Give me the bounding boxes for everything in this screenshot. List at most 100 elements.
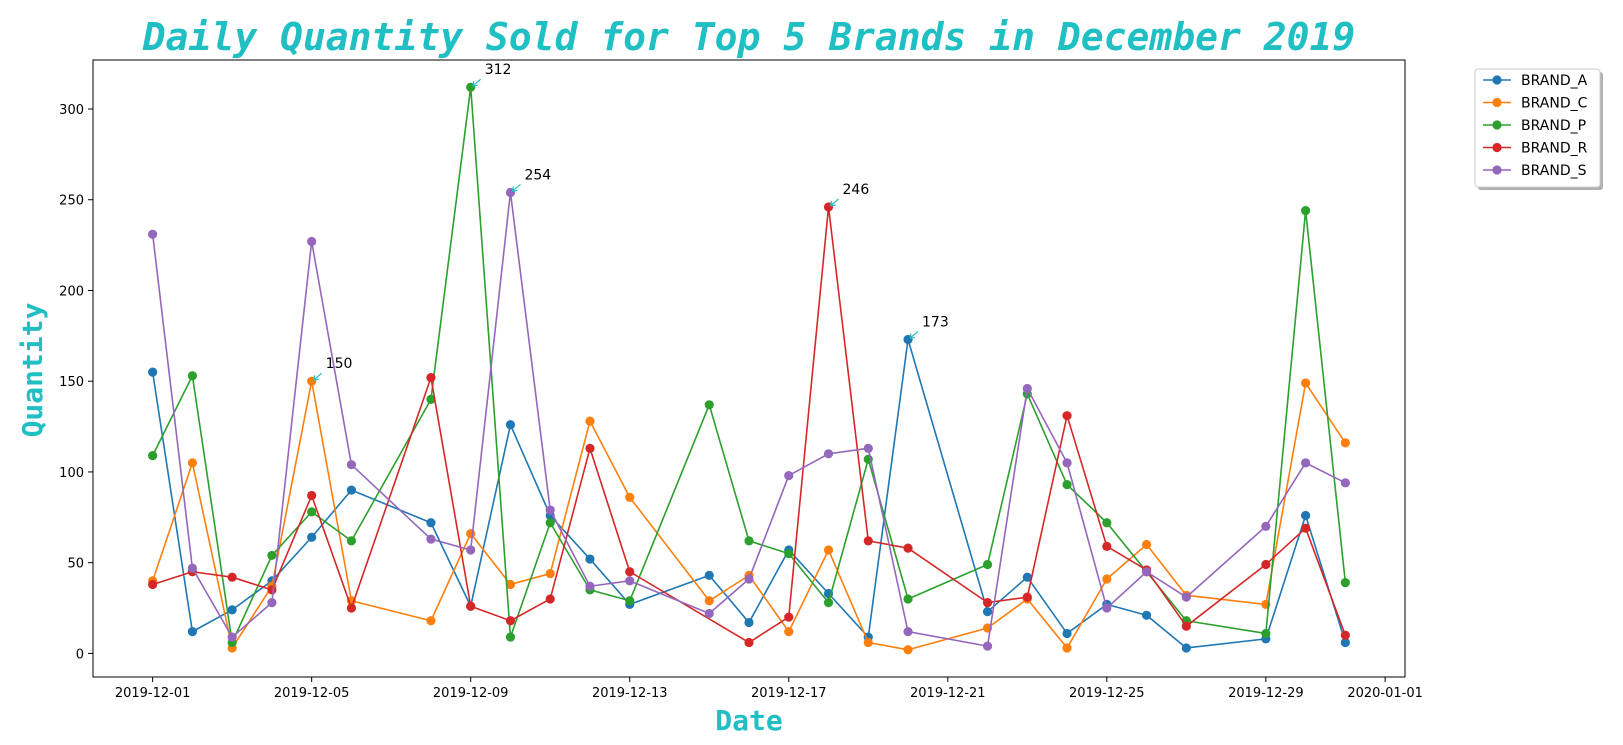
data-point bbox=[1301, 523, 1311, 533]
legend-item: BRAND_S bbox=[1483, 163, 1587, 179]
legend: BRAND_A BRAND_C BRAND_P BRAND_R BRAND_S bbox=[1474, 68, 1603, 190]
y-tick-label: 200 bbox=[59, 284, 84, 299]
annotation: 173 bbox=[909, 314, 949, 340]
series-line bbox=[151, 380, 1347, 651]
data-point bbox=[625, 492, 635, 502]
data-point bbox=[784, 612, 794, 622]
data-point bbox=[823, 597, 834, 608]
data-point bbox=[466, 529, 476, 539]
data-point bbox=[307, 532, 317, 542]
data-point bbox=[1261, 628, 1271, 639]
data-point bbox=[1062, 458, 1072, 468]
data-point bbox=[505, 616, 516, 626]
data-point bbox=[863, 536, 873, 546]
annotation: 150 bbox=[313, 356, 353, 381]
y-axis-label: Quantity bbox=[16, 302, 49, 437]
x-tick-label: 2019-12-25 bbox=[1069, 686, 1145, 701]
data-point bbox=[784, 627, 794, 637]
annotation: 246 bbox=[829, 182, 869, 207]
data-point bbox=[466, 545, 476, 555]
data-point bbox=[1022, 592, 1032, 602]
data-point bbox=[903, 594, 913, 604]
data-point bbox=[1062, 411, 1072, 421]
data-point bbox=[148, 451, 158, 461]
data-point bbox=[982, 597, 993, 608]
data-point bbox=[1062, 480, 1072, 490]
data-point bbox=[187, 627, 197, 637]
data-point bbox=[1261, 559, 1271, 570]
legend-label: BRAND_A bbox=[1521, 73, 1588, 89]
legend-marker bbox=[1492, 120, 1502, 130]
data-point bbox=[505, 187, 516, 198]
data-point bbox=[625, 596, 635, 606]
data-point bbox=[426, 394, 436, 404]
data-point bbox=[903, 543, 913, 553]
data-point bbox=[903, 627, 913, 637]
data-point bbox=[704, 400, 714, 410]
data-point bbox=[1022, 383, 1032, 394]
annotation-arrowhead bbox=[909, 333, 916, 340]
data-point bbox=[227, 632, 237, 642]
data-point bbox=[1301, 206, 1311, 216]
data-point bbox=[227, 572, 237, 582]
series-layer bbox=[148, 82, 1350, 655]
data-point bbox=[346, 460, 357, 470]
data-point bbox=[784, 470, 794, 481]
y-tick-label: 0 bbox=[76, 647, 84, 662]
data-point bbox=[1141, 539, 1152, 550]
x-tick-label: 2019-12-13 bbox=[592, 686, 668, 701]
data-point bbox=[982, 607, 993, 617]
chart-title: Daily Quantity Sold for Top 5 Brands in … bbox=[142, 15, 1356, 59]
data-point bbox=[227, 605, 237, 615]
annotation-arrow bbox=[513, 184, 521, 191]
data-point bbox=[1340, 578, 1350, 588]
data-point bbox=[625, 567, 635, 577]
data-point bbox=[744, 617, 754, 628]
x-tick-label: 2019-12-01 bbox=[115, 686, 191, 701]
x-tick-label: 2020-01-01 bbox=[1347, 686, 1423, 701]
data-point bbox=[1102, 603, 1112, 613]
data-point bbox=[346, 536, 357, 546]
data-point bbox=[267, 597, 277, 608]
data-point bbox=[148, 367, 158, 377]
data-point bbox=[148, 229, 158, 239]
data-point bbox=[505, 579, 516, 590]
data-point bbox=[1102, 518, 1112, 528]
data-point bbox=[903, 334, 913, 345]
data-point bbox=[903, 645, 913, 655]
data-point bbox=[1102, 574, 1112, 584]
y-tick-label: 50 bbox=[67, 557, 84, 572]
data-point bbox=[744, 574, 754, 584]
data-point bbox=[1141, 567, 1152, 577]
annotation-arrowhead bbox=[313, 375, 319, 381]
data-point bbox=[823, 545, 834, 555]
data-point bbox=[307, 376, 317, 386]
y-tick-label: 300 bbox=[59, 103, 84, 118]
data-point bbox=[1340, 630, 1350, 640]
data-point bbox=[1181, 643, 1191, 653]
series-brand-r bbox=[148, 202, 1350, 648]
annotation: 254 bbox=[511, 167, 551, 193]
data-point bbox=[1181, 592, 1191, 602]
data-point bbox=[823, 449, 834, 459]
data-point bbox=[307, 236, 317, 247]
data-point bbox=[187, 371, 197, 381]
data-point bbox=[1301, 510, 1311, 521]
data-point bbox=[744, 637, 754, 648]
x-tick-label: 2019-12-29 bbox=[1228, 686, 1304, 701]
annotation-arrowhead bbox=[511, 186, 518, 193]
data-point bbox=[307, 507, 317, 517]
data-point bbox=[1141, 610, 1152, 620]
data-point bbox=[148, 579, 158, 590]
y-tick-label: 100 bbox=[59, 466, 84, 481]
legend-marker bbox=[1492, 165, 1502, 175]
series-brand-s bbox=[148, 187, 1350, 651]
data-point bbox=[704, 608, 714, 619]
annotation-label: 150 bbox=[326, 356, 353, 372]
data-point bbox=[505, 632, 516, 642]
legend-label: BRAND_C bbox=[1521, 96, 1588, 112]
data-point bbox=[744, 536, 754, 546]
data-point bbox=[545, 518, 555, 528]
legend-label: BRAND_R bbox=[1521, 141, 1588, 157]
